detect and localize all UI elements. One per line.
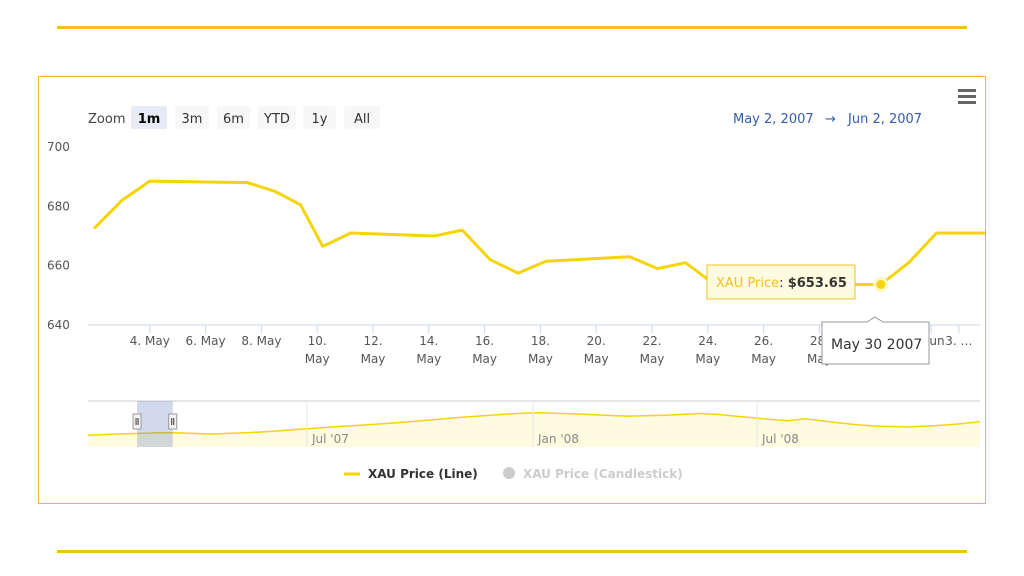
x-tick-label: 14. xyxy=(419,334,438,348)
x-tick-label-month: May xyxy=(472,352,497,366)
navigator-area xyxy=(88,412,980,447)
date-tooltip-box xyxy=(821,316,930,365)
handle-grip xyxy=(168,413,178,430)
navigator-line xyxy=(87,411,981,437)
date-range-display[interactable]: May 2, 2007 → Jun 2, 2007 xyxy=(733,112,922,127)
zoom-button-1y[interactable]: 1y xyxy=(303,106,336,129)
xau-price-line[interactable] xyxy=(92,179,985,286)
x-tick-label: 6. May xyxy=(186,334,226,348)
legend-line-label: XAU Price (Line) xyxy=(368,467,478,481)
zoom-button-label: 1m xyxy=(138,112,161,127)
x-tick-label-month: May xyxy=(361,352,386,366)
y-tick-label: 660 xyxy=(47,259,70,273)
zoom-button-6m[interactable]: 6m xyxy=(217,106,250,129)
x-tick-label: 12. xyxy=(363,334,382,348)
zoom-button-bg xyxy=(258,106,296,129)
zoom-button-bg xyxy=(217,106,250,129)
x-tick-label: 10. xyxy=(308,334,327,348)
y-tick-label: 680 xyxy=(47,199,70,213)
handle-grip xyxy=(132,413,142,430)
y-axis: 700 680 660 640 xyxy=(47,140,70,332)
tooltip-series-name: XAU Price xyxy=(716,276,779,291)
zoom-button-label: All xyxy=(354,112,370,127)
x-tick-label: 22. xyxy=(642,334,661,348)
navigator-label: Jul '08 xyxy=(761,432,799,446)
x-tick-label-month: May xyxy=(751,352,776,366)
zoom-button-label: YTD xyxy=(263,112,290,127)
legend-candlestick-label: XAU Price (Candlestick) xyxy=(523,467,683,481)
hamburger-menu-icon[interactable] xyxy=(958,89,976,104)
zoom-label: Zoom xyxy=(88,112,125,127)
legend-candlestick-symbol xyxy=(503,467,515,479)
zoom-button-bg xyxy=(344,106,380,129)
x-ticks: 4. May 6. May 8. May 10. May 12. May 14. May 16. M… xyxy=(130,325,973,366)
bottom-divider xyxy=(57,550,967,553)
x-tick-label: 4. May xyxy=(130,334,170,348)
range-to[interactable]: Jun 2, 2007 xyxy=(847,112,922,127)
hover-point-marker[interactable] xyxy=(873,277,889,293)
y-tick-label: 640 xyxy=(47,318,70,332)
date-tooltip: May 30 2007 xyxy=(821,316,930,365)
legend: XAU Price (Line) XAU Price (Candlestick) xyxy=(344,467,683,481)
navigator[interactable]: Jul '07 Jan '08 Jul '08 xyxy=(87,400,981,447)
tooltip-separator: : xyxy=(779,276,788,291)
chart-container: Zoom 1m 3m 6m YTD 1y All May 2, 2007 → Jun 2,… xyxy=(38,76,986,504)
range-from[interactable]: May 2, 2007 xyxy=(733,112,814,127)
zoom-button-label: 1y xyxy=(312,112,328,127)
x-tick-label: 8. May xyxy=(241,334,281,348)
date-tooltip-text: May 30 2007 xyxy=(831,337,922,353)
navigator-right-handle[interactable] xyxy=(168,413,178,430)
x-tick-label: 3. … xyxy=(945,334,972,348)
legend-item-candlestick[interactable]: XAU Price (Candlestick) xyxy=(503,467,683,481)
x-tick-label-month: May xyxy=(640,352,665,366)
x-tick-label-month: May xyxy=(584,352,609,366)
range-arrow: → xyxy=(825,112,836,127)
chart-canvas: Zoom 1m 3m 6m YTD 1y All May 2, 2007 → Jun 2,… xyxy=(47,89,985,481)
x-tick-label: 20. xyxy=(587,334,606,348)
navigator-left-handle[interactable] xyxy=(132,413,142,430)
x-tick-label-month: May xyxy=(528,352,553,366)
x-tick-label: 26. xyxy=(754,334,773,348)
x-tick-label: 18. xyxy=(531,334,550,348)
zoom-button-1m[interactable]: 1m xyxy=(131,106,167,129)
zoom-button-bg xyxy=(303,106,336,129)
zoom-button-all[interactable]: All xyxy=(344,106,380,129)
price-tooltip: XAU Price: $653.65 xyxy=(706,264,889,300)
tooltip-content: XAU Price: $653.65 xyxy=(716,276,847,291)
zoom-button-3m[interactable]: 3m xyxy=(175,106,209,129)
navigator-label: Jan '08 xyxy=(537,432,579,446)
tooltip-value: $653.65 xyxy=(788,276,847,291)
navigator-selection[interactable] xyxy=(137,401,173,447)
zoom-button-ytd[interactable]: YTD xyxy=(258,106,296,129)
y-tick-label: 700 xyxy=(47,140,70,154)
x-tick-label-month: May xyxy=(416,352,441,366)
plot-area: 4. May 6. May 8. May 10. May 12. May 14. May 16. M… xyxy=(88,179,985,366)
zoom-button-label: 6m xyxy=(223,112,244,127)
top-divider xyxy=(57,26,967,29)
x-tick-label: 24. xyxy=(698,334,717,348)
tooltip-box xyxy=(706,264,856,300)
zoom-button-label: 3m xyxy=(182,112,203,127)
x-tick-label-month: May xyxy=(695,352,720,366)
x-tick-label-month: May xyxy=(305,352,330,366)
legend-item-line[interactable]: XAU Price (Line) xyxy=(344,467,478,481)
x-tick-label: 16. xyxy=(475,334,494,348)
zoom-button-bg xyxy=(175,106,209,129)
zoom-button-bg xyxy=(131,106,167,129)
navigator-label: Jul '07 xyxy=(311,432,349,446)
